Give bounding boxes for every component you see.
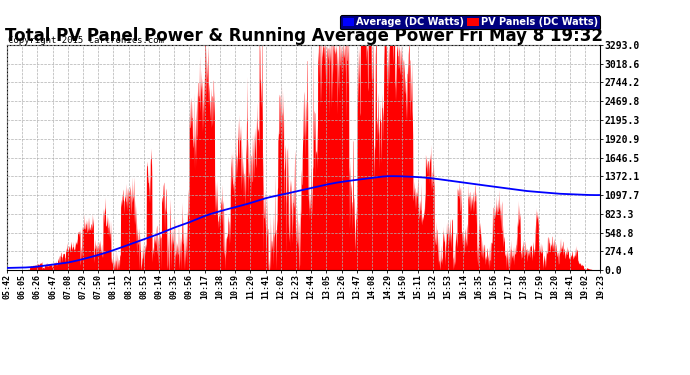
Legend: Average (DC Watts), PV Panels (DC Watts): Average (DC Watts), PV Panels (DC Watts)	[340, 15, 600, 30]
Title: Total PV Panel Power & Running Average Power Fri May 8 19:32: Total PV Panel Power & Running Average P…	[5, 27, 602, 45]
Text: Copyright 2015 Cartronics.com: Copyright 2015 Cartronics.com	[8, 36, 164, 45]
